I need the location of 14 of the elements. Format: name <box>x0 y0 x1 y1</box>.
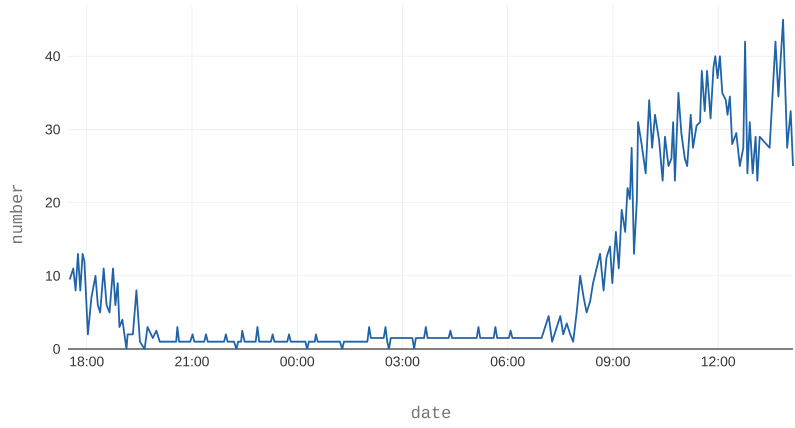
x-tick-label: 06:00 <box>490 356 525 366</box>
y-tick-label: 20 <box>46 198 60 208</box>
x-tick-label: 12:00 <box>702 356 736 366</box>
y-tick-label: 40 <box>45 51 60 62</box>
x-tick-label: 03:00 <box>386 356 420 366</box>
y-tick-label: 10 <box>46 270 60 281</box>
x-tick-label: 09:00 <box>596 356 630 366</box>
x-axis-title: date <box>412 406 450 418</box>
x-tick-label: 21:00 <box>175 356 209 366</box>
y-tick-label: 0 <box>53 344 60 354</box>
y-tick-label: 30 <box>46 124 60 134</box>
y-axis-title: number <box>10 185 22 244</box>
x-tick-label: 00:00 <box>280 356 314 366</box>
x-tick-label: 18:00 <box>70 356 104 366</box>
